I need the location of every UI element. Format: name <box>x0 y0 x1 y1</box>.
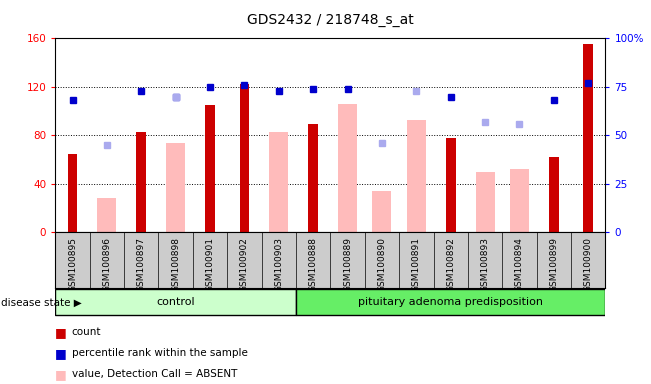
Text: GDS2432 / 218748_s_at: GDS2432 / 218748_s_at <box>247 13 414 27</box>
Text: ■: ■ <box>55 347 67 360</box>
Bar <box>205 105 215 232</box>
Text: ■: ■ <box>55 368 67 381</box>
Bar <box>510 169 529 232</box>
Bar <box>446 138 456 232</box>
Text: ■: ■ <box>55 326 67 339</box>
Text: GSM100896: GSM100896 <box>102 237 111 292</box>
Bar <box>296 290 605 315</box>
Bar <box>166 142 185 232</box>
Bar <box>309 124 318 232</box>
Bar <box>338 104 357 232</box>
Text: GSM100889: GSM100889 <box>343 237 352 292</box>
Text: GSM100899: GSM100899 <box>549 237 559 292</box>
Text: control: control <box>156 297 195 308</box>
Text: GSM100898: GSM100898 <box>171 237 180 292</box>
Bar <box>270 132 288 232</box>
Text: GSM100894: GSM100894 <box>515 237 524 292</box>
Text: GSM100901: GSM100901 <box>206 237 215 292</box>
Bar <box>137 132 146 232</box>
Bar <box>407 119 426 232</box>
Text: GSM100890: GSM100890 <box>378 237 387 292</box>
Text: GSM100897: GSM100897 <box>137 237 146 292</box>
Text: GSM100888: GSM100888 <box>309 237 318 292</box>
Text: pituitary adenoma predisposition: pituitary adenoma predisposition <box>358 297 543 308</box>
Text: GSM100892: GSM100892 <box>446 237 455 292</box>
Bar <box>55 290 296 315</box>
Text: GSM100900: GSM100900 <box>584 237 593 292</box>
Text: value, Detection Call = ABSENT: value, Detection Call = ABSENT <box>72 369 237 379</box>
Bar <box>240 84 249 232</box>
Text: GSM100895: GSM100895 <box>68 237 77 292</box>
Text: percentile rank within the sample: percentile rank within the sample <box>72 348 247 358</box>
Bar <box>476 172 495 232</box>
Text: GSM100903: GSM100903 <box>274 237 283 292</box>
Bar <box>372 191 391 232</box>
Bar <box>549 157 559 232</box>
Text: GSM100893: GSM100893 <box>480 237 490 292</box>
Text: GSM100891: GSM100891 <box>412 237 421 292</box>
Text: disease state ▶: disease state ▶ <box>1 297 81 308</box>
Text: count: count <box>72 327 101 337</box>
Bar <box>98 199 117 232</box>
Text: GSM100902: GSM100902 <box>240 237 249 292</box>
Bar <box>583 45 593 232</box>
Bar <box>68 154 77 232</box>
